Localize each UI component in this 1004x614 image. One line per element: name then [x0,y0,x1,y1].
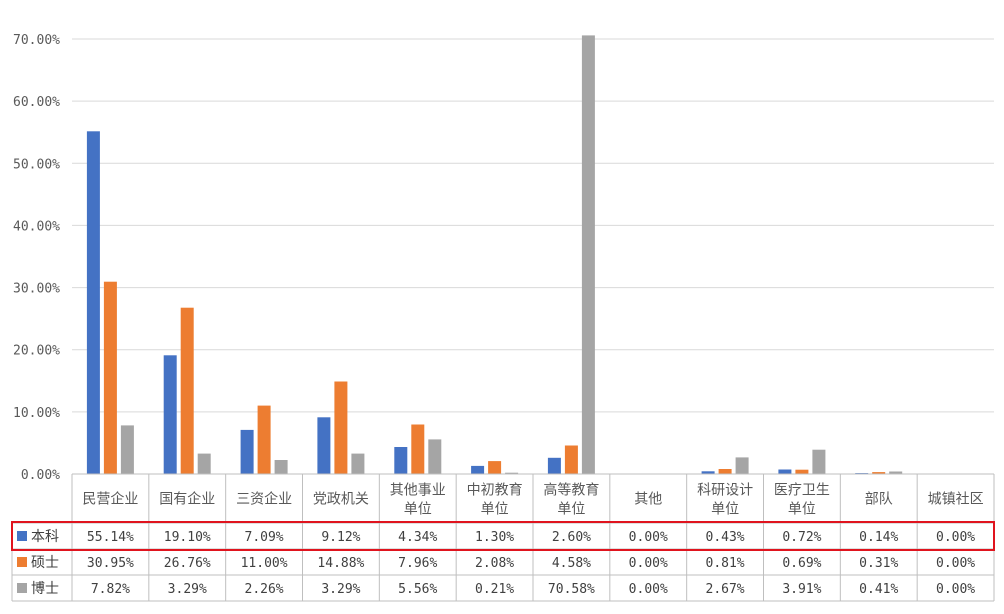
y-tick-label: 70.00% [13,33,60,48]
data-cell: 3.29% [168,582,207,597]
legend-key [17,557,27,567]
bar [257,405,271,474]
bar [735,457,749,474]
data-cell: 4.58% [552,556,591,571]
bar [334,381,348,474]
bar [163,355,177,474]
category-label: 单位 [557,502,585,518]
data-cell: 0.21% [475,582,514,597]
category-label: 民营企业 [82,491,138,508]
data-cell: 14.88% [317,556,364,571]
bar [86,131,100,475]
y-tick-label: 10.00% [13,406,60,421]
data-cell: 2.26% [245,582,284,597]
data-cell: 70.58% [548,582,595,597]
y-tick-label: 30.00% [13,282,60,297]
bar [317,417,331,474]
data-cell: 0.72% [782,530,821,545]
bar [274,460,288,474]
bar [180,307,194,474]
bar [428,439,442,474]
data-cell: 2.67% [706,582,745,597]
data-cell: 0.00% [936,582,975,597]
bar [471,465,485,474]
legend-label: 硕士 [31,555,59,571]
bar [564,445,578,474]
bar [351,453,365,474]
data-cell: 0.00% [629,530,668,545]
data-cell: 7.96% [398,556,437,571]
bar [411,424,425,474]
bar [120,425,134,474]
data-cell: 3.29% [321,582,360,597]
data-cell: 0.31% [859,556,898,571]
data-cell: 11.00% [241,556,288,571]
bar [718,469,732,474]
data-cell: 2.08% [475,556,514,571]
category-label: 高等教育 [543,482,599,499]
data-cell: 2.60% [552,530,591,545]
y-tick-label: 40.00% [13,219,60,234]
data-cell: 0.41% [859,582,898,597]
highlight-box [11,521,995,551]
data-cell: 0.00% [629,582,668,597]
y-tick-label: 60.00% [13,95,60,110]
category-label: 单位 [711,502,739,518]
bar [581,35,595,475]
category-label: 其他 [634,492,662,508]
data-cell: 9.12% [321,530,360,545]
category-label: 城镇社区 [928,492,984,508]
bar [488,461,502,474]
data-cell: 1.30% [475,530,514,545]
bar [812,449,826,474]
data-cell: 19.10% [164,530,211,545]
legend-key [17,531,27,541]
bar [505,472,519,474]
data-cell: 0.00% [936,556,975,571]
data-cell: 0.43% [706,530,745,545]
data-cell: 30.95% [87,556,134,571]
data-cell: 7.09% [245,530,284,545]
category-label: 其他事业 [390,483,446,499]
category-label: 单位 [481,502,509,518]
category-label: 部队 [865,492,893,508]
category-label: 科研设计 [697,483,753,499]
category-label: 国有企业 [159,491,215,508]
data-cell: 7.82% [91,582,130,597]
bar [197,453,211,474]
category-label: 党政机关 [313,492,369,508]
bar [394,447,408,474]
y-tick-label: 50.00% [13,157,60,172]
data-cell: 5.56% [398,582,437,597]
data-cell: 26.76% [164,556,211,571]
data-cell: 3.91% [782,582,821,597]
data-cell: 0.69% [782,556,821,571]
bar [701,471,715,474]
bar [795,469,809,474]
bar [872,472,886,474]
data-cell: 0.00% [629,556,668,571]
y-tick-label: 0.00% [21,468,60,483]
data-cell: 0.81% [706,556,745,571]
bar [547,457,561,474]
data-cell: 55.14% [87,530,134,545]
bar [889,471,903,474]
y-tick-label: 20.00% [13,344,60,359]
data-cell: 0.00% [936,530,975,545]
bar [778,469,792,474]
bar [240,429,254,474]
legend-key [17,583,27,593]
bar [103,281,117,474]
category-label: 医疗卫生 [774,483,830,499]
category-label: 中初教育 [467,482,523,499]
data-cell: 0.14% [859,530,898,545]
data-cell: 4.34% [398,530,437,545]
category-label: 单位 [404,502,432,518]
category-label: 单位 [788,502,816,518]
category-label: 三资企业 [236,491,292,508]
legend-label: 博士 [31,580,59,597]
legend-label: 本科 [31,529,59,545]
